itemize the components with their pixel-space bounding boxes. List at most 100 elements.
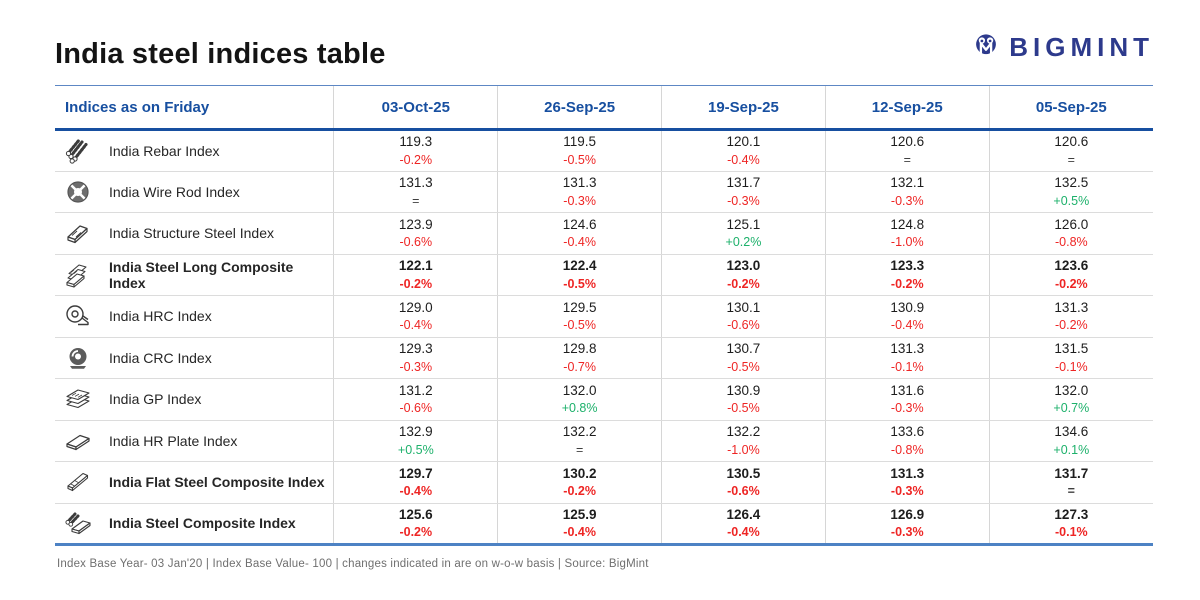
index-name: India Steel Long Composite Index xyxy=(109,258,294,291)
wow-change: = xyxy=(412,193,420,208)
index-value: 125.1 xyxy=(726,216,761,232)
index-value: 131.3 xyxy=(562,175,597,191)
index-name: India Wire Rod Index xyxy=(109,183,240,200)
wow-change: = xyxy=(1067,484,1075,499)
wire-rod-icon xyxy=(63,177,93,207)
index-value: 126.0 xyxy=(1054,216,1089,232)
index-value: 132.2 xyxy=(726,424,761,440)
index-value-cell: 132.2 -1.0% xyxy=(661,420,826,462)
index-value-cell: 129.8 -0.7% xyxy=(497,337,662,379)
wow-change: -0.3% xyxy=(890,193,924,208)
wow-change: -0.4% xyxy=(563,235,596,250)
index-value-cell: 122.1 -0.2% xyxy=(333,254,498,296)
index-value-cell: 132.5 +0.5% xyxy=(988,171,1153,213)
index-value-cell: 131.3 -0.2% xyxy=(988,295,1153,338)
index-value-cell: 125.1 +0.2% xyxy=(661,212,826,255)
table-row: India CRC Index 129.3 -0.3% 129.8 -0.7% 130.7… xyxy=(55,337,1153,379)
wow-change: +0.8% xyxy=(561,401,598,416)
wow-change: +0.5% xyxy=(1053,193,1090,208)
table-row: India Rebar Index 119.3 -0.2% 119.5 -0.5% 120… xyxy=(55,129,1153,172)
index-value: 120.6 xyxy=(1054,134,1089,150)
index-value: 131.3 xyxy=(890,465,925,481)
wow-change: +0.1% xyxy=(1053,442,1090,457)
index-value: 125.9 xyxy=(562,506,597,522)
index-name: India Steel Composite Index xyxy=(109,515,296,532)
index-value-cell: 127.3 -0.1% xyxy=(988,503,1153,546)
gp-sheets-icon xyxy=(63,384,93,414)
table-row: India HR Plate Index 132.9 +0.5% 132.2 = 132.… xyxy=(55,420,1153,462)
wow-change: -0.8% xyxy=(890,442,924,457)
index-value-cell: 119.5 -0.5% xyxy=(497,129,662,172)
index-value: 129.5 xyxy=(562,299,597,315)
index-value-cell: 132.2 = xyxy=(497,420,662,462)
table-body: India Rebar Index 119.3 -0.2% 119.5 -0.5% 120… xyxy=(55,129,1153,546)
index-value-cell: 124.8 -1.0% xyxy=(824,212,990,255)
index-value: 129.8 xyxy=(562,341,597,357)
index-value: 130.7 xyxy=(726,341,761,357)
index-value: 131.7 xyxy=(1054,465,1089,481)
index-name: India Rebar Index xyxy=(109,142,220,159)
column-header-03-oct-25: 03-Oct-25 xyxy=(333,85,498,131)
index-value: 134.6 xyxy=(1054,424,1089,440)
wow-change: -0.4% xyxy=(399,318,433,333)
index-value-cell: 131.2 -0.6% xyxy=(333,378,498,421)
index-label-cell: India HRC Index xyxy=(55,295,334,338)
table-row: India Flat Steel Composite Index 129.7 -0.… xyxy=(55,461,1153,504)
wow-change: -0.1% xyxy=(1054,525,1088,540)
index-value-cell: 119.3 -0.2% xyxy=(333,129,498,172)
table-header-row: Indices as on Friday 03-Oct-25 26-Sep-25 1… xyxy=(55,85,1153,131)
index-value-cell: 131.3 -0.3% xyxy=(824,461,990,504)
index-value: 129.3 xyxy=(398,341,433,357)
hrc-coil-icon xyxy=(63,301,93,331)
structure-steel-icon xyxy=(63,218,93,248)
index-label-cell: India Wire Rod Index xyxy=(55,171,334,213)
index-value: 123.9 xyxy=(398,216,433,232)
table-row: India HRC Index 129.0 -0.4% 129.5 -0.5% 130.1… xyxy=(55,295,1153,338)
wow-change: -0.1% xyxy=(890,359,924,374)
column-header-05-sep-25: 05-Sep-25 xyxy=(988,85,1153,131)
bigmint-logo-text: BIGMINT xyxy=(1009,31,1154,62)
index-value-cell: 120.6 = xyxy=(824,129,990,172)
wow-change: = xyxy=(1067,152,1075,167)
index-value: 123.0 xyxy=(726,258,761,274)
wow-change: -0.3% xyxy=(399,359,433,374)
index-value: 126.4 xyxy=(726,506,761,522)
index-value-cell: 132.0 +0.8% xyxy=(497,378,662,421)
wow-change: -0.2% xyxy=(1054,318,1088,333)
index-value: 125.6 xyxy=(398,506,433,522)
index-value-cell: 130.7 -0.5% xyxy=(661,337,826,379)
index-value: 132.5 xyxy=(1054,175,1089,191)
index-value-cell: 126.4 -0.4% xyxy=(661,503,826,546)
index-label-cell: India Structure Steel Index xyxy=(55,212,334,255)
index-name: India CRC Index xyxy=(109,349,212,366)
index-value: 131.6 xyxy=(890,382,925,398)
index-label-cell: India Steel Composite Index xyxy=(55,503,334,546)
index-name: India GP Index xyxy=(109,391,202,408)
wow-change: -0.4% xyxy=(890,318,924,333)
index-value-cell: 130.9 -0.5% xyxy=(661,378,826,421)
wow-change: +0.5% xyxy=(397,442,434,457)
index-value: 122.1 xyxy=(398,258,433,274)
wow-change: -0.2% xyxy=(563,484,596,499)
index-value: 132.9 xyxy=(398,424,433,440)
column-header-12-sep-25: 12-Sep-25 xyxy=(824,85,990,131)
wow-change: -0.5% xyxy=(727,401,760,416)
index-value-cell: 129.0 -0.4% xyxy=(333,295,498,338)
steel-composite-icon xyxy=(63,508,93,538)
index-value: 129.0 xyxy=(398,299,433,315)
wow-change: +0.2% xyxy=(725,235,762,250)
index-value: 131.2 xyxy=(398,382,433,398)
index-value: 131.3 xyxy=(890,341,925,357)
index-value: 132.2 xyxy=(562,424,597,440)
wow-change: = xyxy=(575,442,584,457)
index-value: 123.6 xyxy=(1054,258,1089,274)
wow-change: -0.1% xyxy=(1054,359,1088,374)
table-row: India Wire Rod Index 131.3 = 131.3 -0.3% 131.… xyxy=(55,171,1153,213)
index-value-cell: 132.1 -0.3% xyxy=(824,171,990,213)
index-value-cell: 132.9 +0.5% xyxy=(333,420,498,462)
index-label-cell: India Flat Steel Composite Index xyxy=(55,461,334,504)
index-value-cell: 130.2 -0.2% xyxy=(497,461,662,504)
table-row: India Steel Composite Index 125.6 -0.2% 125… xyxy=(55,503,1153,546)
wow-change: -0.5% xyxy=(563,152,596,167)
